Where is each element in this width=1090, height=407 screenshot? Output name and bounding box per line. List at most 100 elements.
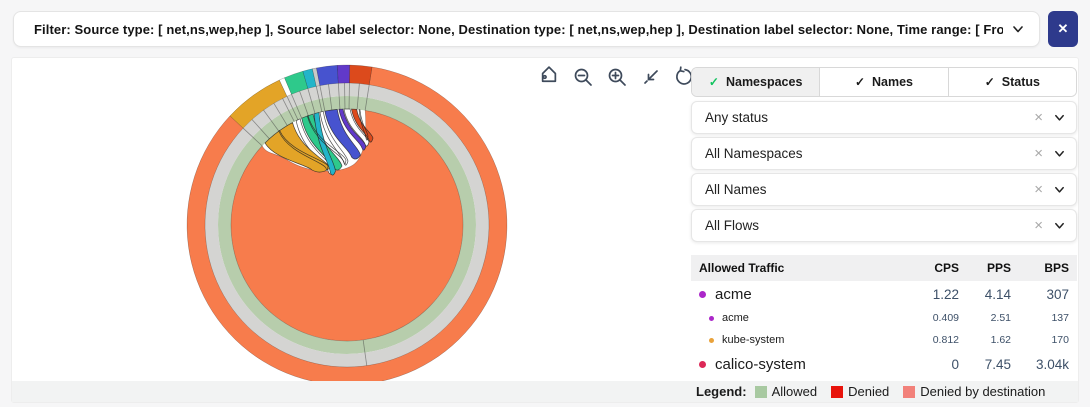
chart-toolbar — [536, 64, 698, 90]
namespace-bullet — [709, 337, 714, 343]
row-bps: 3.04k — [1035, 356, 1069, 372]
ring-separator — [299, 91, 309, 116]
ring-separator — [315, 86, 323, 112]
legend-item-allowed: Allowed — [754, 384, 818, 399]
allowed-swatch — [754, 385, 767, 398]
layer-tabs: ✓ Namespaces ✓ Names ✓ Status — [691, 67, 1077, 97]
ring-segment-gold[interactable] — [229, 79, 288, 129]
ring-segment-blue[interactable] — [316, 65, 339, 86]
ring-separator — [319, 85, 326, 112]
dropdown-value: All Flows — [705, 218, 760, 233]
denied-swatch — [831, 385, 844, 398]
ring-separator — [362, 339, 368, 366]
ring-segment-orange-main[interactable] — [186, 66, 508, 386]
ring-separator — [337, 83, 341, 110]
row-bps: 170 — [1051, 334, 1069, 346]
namespace-bullet — [699, 360, 706, 368]
clear-icon[interactable]: × — [1034, 109, 1043, 126]
tag-icon[interactable] — [536, 64, 562, 90]
chevron-down-icon[interactable] — [1053, 219, 1066, 232]
dropdown-value: All Namespaces — [705, 146, 803, 161]
middle-ring[interactable] — [205, 83, 489, 367]
tab-names[interactable]: ✓ Names — [820, 68, 949, 96]
clear-icon[interactable]: × — [1034, 181, 1043, 198]
zoom-in-icon[interactable] — [604, 64, 630, 90]
ring-segment-red[interactable] — [349, 64, 373, 86]
chevron-down-icon[interactable] — [1053, 111, 1066, 124]
legend-item-denied-by-destination: Denied by destination — [903, 384, 1045, 399]
center-focus-icon[interactable] — [638, 64, 664, 90]
allowed-traffic-table: Allowed Traffic CPS PPS BPS acme 1.22 4.… — [691, 255, 1077, 377]
chord-ribbon-hair-1[interactable] — [278, 130, 329, 171]
ring-separator — [273, 103, 288, 126]
row-pps: 7.45 — [984, 356, 1011, 372]
close-icon: ✕ — [1057, 21, 1069, 36]
chord-ribbon-purple[interactable] — [338, 108, 367, 151]
chord-diagram-svg[interactable] — [15, 58, 687, 388]
legend-label: Allowed — [771, 384, 818, 399]
tab-label: Names — [872, 75, 914, 89]
column-bps: BPS — [1044, 261, 1069, 275]
chevron-down-icon[interactable] — [1053, 183, 1066, 196]
tab-status[interactable]: ✓ Status — [948, 68, 1076, 96]
chevron-down-icon[interactable] — [1011, 22, 1025, 36]
ring-separator — [328, 84, 333, 111]
table-row[interactable]: acme 0.409 2.51 137 — [691, 307, 1077, 329]
row-name: acme — [715, 285, 752, 303]
undo-rotate-icon[interactable] — [672, 64, 698, 90]
chord-ribbon-hair-3[interactable] — [358, 109, 369, 141]
row-cps: 0 — [951, 356, 959, 372]
flow-visualizer-card: ✓ Namespaces ✓ Names ✓ Status Any status… — [11, 57, 1079, 403]
dropdown-value: All Names — [705, 182, 767, 197]
flow-side-panel: ✓ Namespaces ✓ Names ✓ Status Any status… — [691, 67, 1077, 377]
table-row[interactable]: calico-system 0 7.45 3.04k — [691, 351, 1077, 377]
row-cps: 1.22 — [932, 286, 959, 302]
chevron-down-icon[interactable] — [1053, 147, 1066, 160]
zoom-out-icon[interactable] — [570, 64, 596, 90]
ring-segment-purple[interactable] — [336, 64, 351, 84]
chord-diagram[interactable] — [15, 58, 687, 388]
table-header: Allowed Traffic CPS PPS BPS — [691, 255, 1077, 281]
ring-separator — [307, 88, 316, 114]
clear-icon[interactable]: × — [1034, 145, 1043, 162]
row-bps: 307 — [1046, 286, 1069, 302]
close-filter-button[interactable]: ✕ — [1048, 11, 1078, 47]
check-icon: ✓ — [854, 75, 866, 89]
chord-ribbon-white-c[interactable] — [343, 108, 370, 147]
ring-segment-green[interactable] — [284, 70, 309, 95]
filter-dropdowns: Any status × All Namespaces × All Names … — [691, 101, 1077, 242]
ring-separator — [242, 127, 263, 147]
flows-filter-dropdown[interactable]: All Flows × — [691, 209, 1077, 242]
row-name: calico-system — [715, 355, 806, 373]
ring-separator — [356, 83, 360, 110]
row-pps: 1.62 — [990, 334, 1011, 346]
denied-by-destination-swatch — [903, 385, 916, 398]
row-pps: 4.14 — [984, 286, 1011, 302]
table-row[interactable]: kube-system 0.812 1.62 170 — [691, 329, 1077, 351]
namespaces-filter-dropdown[interactable]: All Namespaces × — [691, 137, 1077, 170]
tab-namespaces[interactable]: ✓ Namespaces — [692, 68, 821, 96]
chord-ribbon-blue[interactable] — [324, 109, 361, 160]
clear-icon[interactable]: × — [1034, 217, 1043, 234]
legend-label: Denied by destination — [920, 384, 1046, 399]
legend-bar: Legend: Allowed Denied Denied by destina… — [12, 381, 1078, 402]
ring-separator — [251, 119, 270, 140]
row-cps: 0.409 — [932, 312, 959, 324]
row-name: acme — [722, 312, 749, 324]
row-bps: 137 — [1051, 312, 1069, 324]
filter-summary-text: Filter: Source type: [ net,ns,wep,hep ],… — [34, 21, 1003, 37]
flow-filter-bar[interactable]: Filter: Source type: [ net,ns,wep,hep ],… — [13, 11, 1040, 47]
status-filter-dropdown[interactable]: Any status × — [691, 101, 1077, 134]
column-cps: CPS — [934, 261, 959, 275]
namespace-bullet — [699, 290, 706, 298]
row-name: kube-system — [722, 334, 785, 346]
table-row[interactable]: acme 1.22 4.14 307 — [691, 281, 1077, 307]
ring-separator — [291, 94, 303, 119]
chord-ribbon-hair-2[interactable] — [306, 115, 347, 165]
inner-ring[interactable] — [218, 96, 476, 354]
names-filter-dropdown[interactable]: All Names × — [691, 173, 1077, 206]
check-icon: ✓ — [984, 75, 995, 89]
dropdown-value: Any status — [705, 110, 769, 125]
ring-separator — [282, 98, 295, 122]
legend-label: Denied — [848, 384, 890, 399]
